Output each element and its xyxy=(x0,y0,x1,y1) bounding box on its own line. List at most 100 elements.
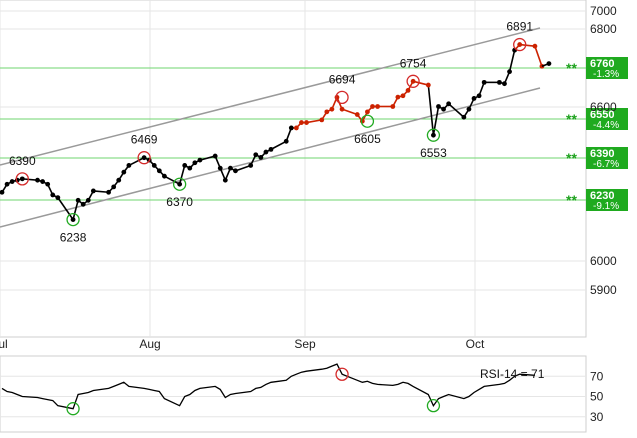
level-marker: ** xyxy=(566,111,577,127)
price-point xyxy=(182,163,188,168)
price-point xyxy=(370,104,375,109)
price-segment xyxy=(508,50,516,72)
price-point xyxy=(192,160,198,166)
level-box xyxy=(586,57,628,79)
price-segment xyxy=(22,178,38,181)
price-point xyxy=(354,112,360,117)
rsi-line xyxy=(1,363,535,410)
price-point xyxy=(268,146,274,152)
rsi-label: RSI-14 = 71 xyxy=(480,367,545,381)
high-marker xyxy=(137,151,151,165)
price-point xyxy=(390,104,396,109)
level-box xyxy=(586,189,628,211)
price-annotation-label: 6754 xyxy=(400,56,427,70)
price-point xyxy=(400,93,406,99)
y-tick-label: 7000 xyxy=(590,4,617,18)
price-point xyxy=(410,78,416,84)
price-point xyxy=(461,114,467,120)
x-tick-label: Sep xyxy=(294,337,316,351)
channel-lower-line xyxy=(0,87,541,228)
price-point xyxy=(222,177,228,183)
price-segment xyxy=(519,43,536,47)
price-point xyxy=(304,120,309,125)
price-point xyxy=(339,106,345,112)
support-levels: ** 6760-1.3%** 6550-4.4%** 6390-6.7%** 6230-… xyxy=(0,57,628,212)
price-segment xyxy=(432,106,440,136)
rsi-tick-label: 30 xyxy=(590,410,604,424)
price-point xyxy=(55,195,61,201)
price-point xyxy=(283,138,289,144)
price-point xyxy=(40,179,46,184)
price-point xyxy=(9,179,15,184)
price-point xyxy=(217,165,223,171)
price-point xyxy=(121,169,127,175)
level-marker: ** xyxy=(566,60,577,76)
price-point xyxy=(288,125,294,131)
price-point xyxy=(126,163,132,168)
price-point xyxy=(187,165,193,171)
price-point xyxy=(80,201,86,207)
price-point xyxy=(253,152,259,158)
price-point xyxy=(466,106,472,112)
level-value: 6760 xyxy=(590,58,614,70)
x-axis: Jul Aug Sep Oct xyxy=(0,337,485,351)
price-point xyxy=(248,163,254,168)
price-point xyxy=(471,96,477,101)
price-point xyxy=(4,181,10,187)
price-point xyxy=(431,132,436,138)
rsi-tick-label: 50 xyxy=(590,390,604,404)
rsi-panel: 70 50 30 RSI-14 = 71 xyxy=(0,363,604,424)
level-box xyxy=(586,147,628,169)
level-box xyxy=(586,108,628,130)
price-annotation-label: 6469 xyxy=(131,133,158,147)
price-point xyxy=(85,197,91,203)
low-marker xyxy=(172,177,187,191)
level-pct: -1.3% xyxy=(593,69,619,80)
rsi-oversold-marker xyxy=(66,402,80,416)
price-segment xyxy=(164,175,181,185)
price-point xyxy=(502,81,507,87)
price-point xyxy=(425,82,431,88)
level-marker: ** xyxy=(566,150,577,166)
low-marker xyxy=(66,212,80,227)
price-point xyxy=(546,61,552,67)
price-point xyxy=(481,79,487,85)
level-value: 6230 xyxy=(590,190,614,202)
price-annotation-label: 6238 xyxy=(60,231,87,245)
price-point xyxy=(324,109,330,115)
price-point xyxy=(50,192,56,198)
high-marker xyxy=(335,90,349,105)
rsi-plot-border xyxy=(0,355,587,433)
price-point xyxy=(45,181,51,187)
price-point xyxy=(212,153,218,159)
price-point xyxy=(329,106,335,112)
price-segment xyxy=(270,140,287,151)
level-pct: -6.7% xyxy=(593,159,619,170)
price-segment xyxy=(128,156,145,167)
price-point xyxy=(395,94,401,100)
price-point xyxy=(106,189,111,195)
price-annotation-label: 6694 xyxy=(329,72,356,86)
price-annotation-label: 6891 xyxy=(506,20,533,34)
price-segment xyxy=(72,200,79,220)
level-pct: -4.4% xyxy=(593,120,619,131)
price-point xyxy=(111,184,117,190)
price-segment xyxy=(235,164,251,172)
level-marker: ** xyxy=(566,192,577,208)
price-segment xyxy=(57,197,74,221)
price-point xyxy=(233,168,238,174)
price-point xyxy=(441,106,446,112)
x-tick-label: Aug xyxy=(139,337,160,351)
level-pct: -9.1% xyxy=(593,201,619,212)
rsi-tick-label: 70 xyxy=(590,369,604,383)
price-point xyxy=(156,168,162,174)
price-point xyxy=(263,149,269,155)
main-plot-border xyxy=(0,0,587,338)
price-segment xyxy=(93,190,109,194)
price-annotations: 6390 6238 6469 6370 6694 6605 6754 6553 6891 xyxy=(9,20,533,245)
price-point xyxy=(436,104,441,109)
level-value: 6390 xyxy=(590,148,614,160)
high-marker xyxy=(406,74,420,88)
rsi-oversold-marker xyxy=(426,399,441,413)
